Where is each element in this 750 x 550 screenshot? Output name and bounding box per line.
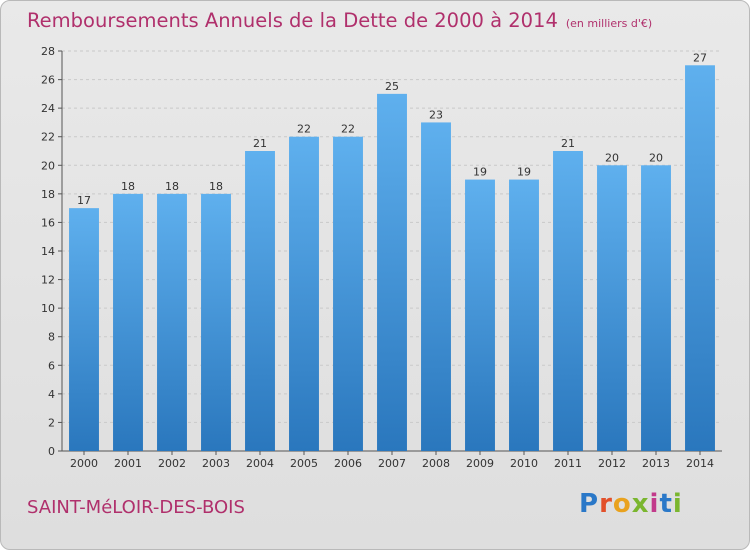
y-tick-label: 24 bbox=[41, 102, 55, 115]
proxiti-logo: Proxiti bbox=[579, 489, 683, 519]
data-label: 27 bbox=[693, 51, 707, 64]
data-label: 18 bbox=[209, 180, 223, 193]
bar-2004 bbox=[245, 151, 275, 451]
bar-2010 bbox=[509, 179, 539, 452]
x-tick-label: 2012 bbox=[598, 457, 626, 470]
x-tick-label: 2001 bbox=[114, 457, 142, 470]
bar-2000 bbox=[69, 208, 99, 451]
x-tick-label: 2011 bbox=[554, 457, 582, 470]
y-tick-label: 12 bbox=[41, 274, 55, 287]
x-tick-label: 2014 bbox=[686, 457, 714, 470]
y-tick-label: 4 bbox=[48, 388, 55, 401]
bars bbox=[69, 65, 715, 452]
y-tick-label: 28 bbox=[41, 45, 55, 58]
logo-letter: P bbox=[579, 489, 600, 519]
x-tick-label: 2005 bbox=[290, 457, 318, 470]
commune-name: SAINT-MéLOIR-DES-BOIS bbox=[27, 497, 245, 518]
y-tick-label: 10 bbox=[41, 302, 55, 315]
y-tick-label: 6 bbox=[48, 359, 55, 372]
bar-2006 bbox=[333, 136, 363, 451]
bar-2009 bbox=[465, 179, 495, 452]
data-label: 21 bbox=[253, 137, 267, 150]
y-tick-label: 18 bbox=[41, 188, 55, 201]
x-tick-label: 2000 bbox=[70, 457, 98, 470]
logo-letter: i bbox=[672, 489, 683, 519]
logo-letter: r bbox=[599, 489, 613, 519]
data-label: 22 bbox=[297, 123, 311, 136]
y-tick-label: 16 bbox=[41, 216, 55, 229]
x-tick-label: 2004 bbox=[246, 457, 274, 470]
data-label: 22 bbox=[341, 123, 355, 136]
bar-2005 bbox=[289, 136, 319, 451]
bar-2001 bbox=[113, 193, 143, 451]
bar-2011 bbox=[553, 151, 583, 451]
bar-2013 bbox=[641, 165, 671, 452]
data-label: 19 bbox=[473, 166, 487, 179]
x-tick-label: 2003 bbox=[202, 457, 230, 470]
x-tick-label: 2009 bbox=[466, 457, 494, 470]
x-tick-label: 2008 bbox=[422, 457, 450, 470]
data-label: 20 bbox=[649, 151, 663, 164]
y-tick-label: 22 bbox=[41, 131, 55, 144]
data-label: 18 bbox=[121, 180, 135, 193]
data-label: 17 bbox=[77, 194, 91, 207]
x-tick-label: 2013 bbox=[642, 457, 670, 470]
data-label: 21 bbox=[561, 137, 575, 150]
bar-2012 bbox=[597, 165, 627, 452]
bar-2003 bbox=[201, 193, 231, 451]
chart-unit: (en milliers d'€) bbox=[565, 17, 653, 30]
y-tick-label: 26 bbox=[41, 74, 55, 87]
y-tick-label: 14 bbox=[41, 245, 55, 258]
bar-2002 bbox=[157, 193, 187, 451]
chart-title: Remboursements Annuels de la Dette de 20… bbox=[27, 9, 652, 32]
bar-2007 bbox=[377, 93, 407, 451]
chart-title-text: Remboursements Annuels de la Dette de 20… bbox=[27, 9, 558, 32]
y-tick-label: 2 bbox=[48, 416, 55, 429]
logo-letter: t bbox=[659, 489, 673, 519]
y-tick-label: 0 bbox=[48, 445, 55, 458]
data-label: 20 bbox=[605, 151, 619, 164]
bar-2014 bbox=[685, 65, 715, 452]
data-label: 19 bbox=[517, 166, 531, 179]
data-label: 23 bbox=[429, 108, 443, 121]
logo-letter: x bbox=[631, 489, 650, 519]
data-label: 18 bbox=[165, 180, 179, 193]
bar-2008 bbox=[421, 122, 451, 451]
y-tick-label: 8 bbox=[48, 331, 55, 344]
x-tick-label: 2010 bbox=[510, 457, 538, 470]
logo-letter: o bbox=[612, 489, 632, 519]
x-tick-label: 2007 bbox=[378, 457, 406, 470]
x-tick-label: 2002 bbox=[158, 457, 186, 470]
labels: 0246810121416182022242628172000182001182… bbox=[41, 45, 714, 470]
y-tick-label: 20 bbox=[41, 159, 55, 172]
data-label: 25 bbox=[385, 80, 399, 93]
logo-letter: i bbox=[649, 489, 660, 519]
x-tick-label: 2006 bbox=[334, 457, 362, 470]
